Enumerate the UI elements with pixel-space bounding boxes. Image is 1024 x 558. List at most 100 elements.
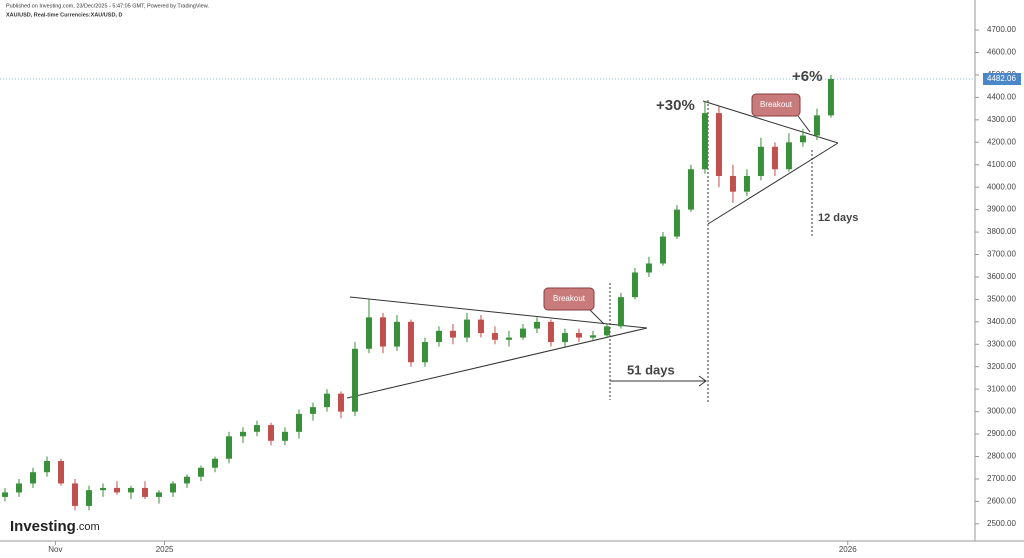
- candle-body: [29, 472, 36, 484]
- candle-body: [169, 483, 176, 493]
- trendline: [707, 142, 839, 225]
- candle-body: [813, 115, 820, 136]
- candle-body: [729, 175, 736, 192]
- candle-body: [491, 333, 498, 340]
- y-tick-label: 4200.00: [987, 137, 1016, 146]
- y-tick-label: 2700.00: [987, 474, 1016, 483]
- candle-body: [253, 425, 260, 432]
- candle-body: [533, 321, 540, 329]
- candle-body: [757, 146, 764, 176]
- candle-body: [155, 492, 162, 497]
- candle-body: [449, 330, 456, 338]
- y-tick-label: 3100.00: [987, 384, 1016, 393]
- candle-body: [295, 413, 302, 432]
- candle-body: [365, 317, 372, 349]
- candle-body: [267, 425, 274, 441]
- candle-body: [127, 487, 134, 493]
- y-tick-label: 4100.00: [987, 160, 1016, 169]
- candle-body: [701, 113, 708, 170]
- y-tick-label: 2500.00: [987, 519, 1016, 528]
- symbol-title: XAU/USD, Real-time Currencies:XAU/USD, D: [6, 12, 122, 18]
- callout-pointer: [589, 309, 605, 325]
- candle-body: [603, 326, 610, 336]
- candle-body: [673, 209, 680, 237]
- y-tick-label: 3800.00: [987, 227, 1016, 236]
- x-tick-label: Nov: [48, 545, 62, 554]
- drawings: [346, 100, 839, 403]
- y-tick-label: 3600.00: [987, 272, 1016, 281]
- candle-body: [575, 333, 582, 338]
- callout-box: [543, 287, 595, 311]
- candle-body: [589, 335, 596, 338]
- candle-body: [743, 175, 750, 192]
- candle-body: [323, 393, 330, 408]
- candle-body: [351, 348, 358, 412]
- y-tick-label: 4600.00: [987, 48, 1016, 57]
- x-tick-label: 2025: [156, 545, 174, 554]
- y-tick-label: 3300.00: [987, 339, 1016, 348]
- candle-body: [477, 319, 484, 334]
- candle-body: [421, 342, 428, 363]
- candle-body: [211, 458, 218, 468]
- candle-body: [183, 476, 190, 484]
- candle-body: [141, 487, 148, 497]
- y-tick-label: 4400.00: [987, 93, 1016, 102]
- annotation: +6%: [792, 68, 822, 85]
- candle-body: [715, 113, 722, 176]
- candle-body: [785, 142, 792, 170]
- candle-body: [659, 236, 666, 264]
- candle-body: [57, 460, 64, 484]
- candle-body: [519, 328, 526, 338]
- candle-body: [99, 487, 106, 491]
- candle-body: [435, 330, 442, 343]
- candle-body: [225, 436, 232, 459]
- last-price-box: [983, 72, 1021, 85]
- candle-body: [197, 467, 204, 477]
- callout-pointer: [797, 115, 811, 133]
- y-tick-label: 3400.00: [987, 317, 1016, 326]
- trendline: [346, 327, 648, 399]
- annotation: +30%: [656, 97, 695, 114]
- arrow: [610, 375, 707, 387]
- candle-body: [309, 407, 316, 414]
- y-tick-label: 4700.00: [987, 25, 1016, 34]
- y-tick-label: 4000.00: [987, 182, 1016, 191]
- y-tick-label: 2900.00: [987, 429, 1016, 438]
- published-note: Published on Investing.com, 23/Dec/2025 …: [6, 3, 209, 9]
- candle-body: [463, 319, 470, 338]
- candle-body: [645, 263, 652, 273]
- candle-body: [617, 297, 624, 327]
- y-tick-label: 3700.00: [987, 250, 1016, 259]
- logo: Investing.com: [10, 518, 100, 535]
- y-tick-label: 4300.00: [987, 115, 1016, 124]
- y-tick-label: 3200.00: [987, 362, 1016, 371]
- y-tick-label: 3900.00: [987, 205, 1016, 214]
- candle-body: [547, 321, 554, 343]
- annotation: 51 days: [627, 362, 675, 377]
- candle-body: [687, 169, 694, 210]
- candle-body: [799, 135, 806, 143]
- candle-body: [505, 337, 512, 340]
- candle-body: [239, 431, 246, 437]
- candle-body: [1, 492, 8, 497]
- candle-body: [407, 321, 414, 363]
- candle-body: [281, 431, 288, 441]
- candle-body: [393, 321, 400, 347]
- y-tick-label: 3000.00: [987, 407, 1016, 416]
- y-tick-label: 2800.00: [987, 452, 1016, 461]
- candle-body: [43, 460, 50, 473]
- candle-body: [71, 483, 78, 506]
- y-tick-label: 2600.00: [987, 497, 1016, 506]
- trendline: [349, 296, 648, 329]
- candle-body: [561, 333, 568, 343]
- candle-body: [113, 487, 120, 493]
- annotation: 12 days: [818, 212, 858, 224]
- candle-body: [15, 483, 22, 493]
- candle-body: [631, 272, 638, 298]
- candle-body: [771, 146, 778, 170]
- x-tick-label: 2026: [839, 545, 857, 554]
- last-price-label: 4482.06: [987, 74, 1016, 83]
- annotation: Breakout: [760, 100, 793, 109]
- candle-body: [379, 317, 386, 347]
